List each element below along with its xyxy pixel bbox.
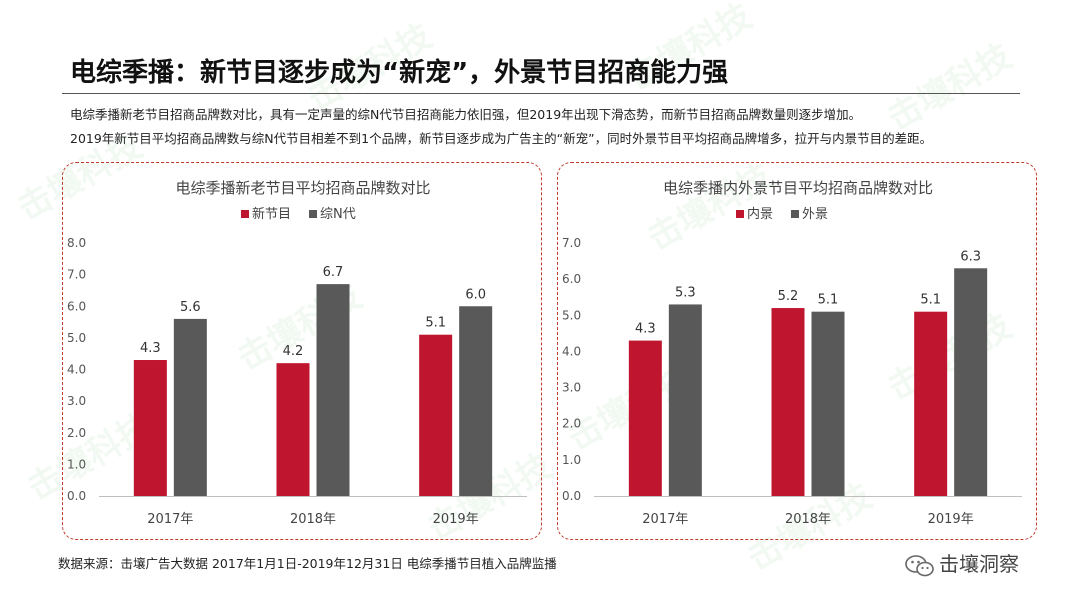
data-label: 6.7 [323, 265, 344, 280]
y-tick-label: 1.0 [67, 457, 86, 471]
y-tick-label: 6.0 [562, 272, 581, 286]
chart-panel-indoor-vs-outdoor: 电综季播内外景节目平均招商品牌数对比内景 外景 0.0 1.0 2.0 3.0 4.0 5.0… [557, 162, 1037, 540]
bar [954, 268, 988, 496]
legend-swatch [241, 210, 249, 218]
y-tick-label: 2.0 [562, 417, 581, 431]
y-tick-label: 7.0 [67, 268, 86, 282]
bar [173, 318, 207, 496]
data-label: 5.2 [778, 289, 799, 304]
legend-swatch [791, 210, 799, 218]
legend-swatch [736, 210, 744, 218]
bar [668, 304, 702, 496]
x-tick-label: 2017年 [642, 512, 688, 527]
legend-label: 外景 [802, 207, 828, 222]
watermark: 击壤科技 [880, 36, 1019, 139]
data-label: 5.1 [920, 293, 941, 308]
y-tick-label: 7.0 [562, 236, 581, 250]
y-tick-label: 5.0 [562, 308, 581, 322]
bar [628, 340, 662, 496]
bar [914, 311, 948, 496]
x-tick-label: 2017年 [147, 512, 193, 527]
bar [771, 308, 805, 496]
bar [459, 306, 493, 496]
description-line-2: 2019年新节目平均招商品牌数与综N代节目相差不到1个品牌，新节目逐步成为广告主… [70, 131, 933, 146]
y-tick-label: 3.0 [67, 394, 86, 408]
y-tick-label: 0.0 [562, 489, 581, 503]
title-divider [62, 93, 1020, 94]
data-label: 5.6 [180, 300, 201, 315]
bar [316, 284, 350, 496]
data-label: 4.3 [140, 341, 161, 356]
data-label: 6.0 [465, 287, 486, 302]
description-line-1: 电综季播新老节目招商品牌数对比，具有一定声量的综N代节目招商能力依旧强，但201… [70, 107, 862, 122]
data-label: 5.1 [818, 293, 839, 308]
legend-label: 内景 [747, 206, 773, 222]
y-tick-label: 3.0 [562, 381, 581, 395]
page-title: 电综季播：新节目逐步成为“新宠”，外景节目招商能力强 [70, 58, 729, 88]
data-label: 4.2 [283, 344, 304, 359]
y-tick-label: 0.0 [67, 489, 86, 503]
y-tick-label: 8.0 [67, 236, 86, 250]
wechat-icon [905, 554, 934, 576]
data-label: 5.1 [425, 316, 446, 331]
chart-title: 电综季播内外景节目平均招商品牌数对比 [663, 179, 933, 197]
y-tick-label: 5.0 [67, 331, 86, 345]
bar [276, 363, 310, 496]
y-tick-label: 1.0 [562, 453, 581, 467]
data-source: 数据来源：击壤广告大数据 2017年1月1日-2019年12月31日 电综季播节… [58, 556, 557, 571]
bar [419, 334, 453, 496]
chart-panel-new-vs-old: 电综季播新老节目平均招商品牌数对比新节目 综N代 0.0 1.0 2.0 3.0 4.0 5.… [62, 162, 542, 540]
x-tick-label: 2018年 [290, 512, 336, 527]
y-tick-label: 6.0 [67, 299, 86, 313]
chart-title: 电综季播新老节目平均招商品牌数对比 [175, 179, 430, 197]
y-tick-label: 2.0 [67, 426, 86, 440]
y-tick-label: 4.0 [67, 363, 86, 377]
y-tick-label: 4.0 [562, 344, 581, 358]
bar [811, 311, 845, 496]
x-tick-label: 2019年 [928, 512, 974, 527]
data-label: 5.3 [675, 285, 696, 300]
x-tick-label: 2018年 [785, 512, 831, 527]
brand-label: 击壤洞察 [905, 548, 1019, 578]
bar [133, 360, 167, 496]
legend-label: 综N代 [320, 207, 356, 222]
legend-label: 新节目 [252, 206, 291, 222]
data-label: 6.3 [960, 249, 981, 264]
brand-text: 击壤洞察 [939, 552, 1019, 576]
data-label: 4.3 [635, 322, 656, 337]
legend-swatch [309, 210, 317, 218]
x-tick-label: 2019年 [433, 512, 479, 527]
